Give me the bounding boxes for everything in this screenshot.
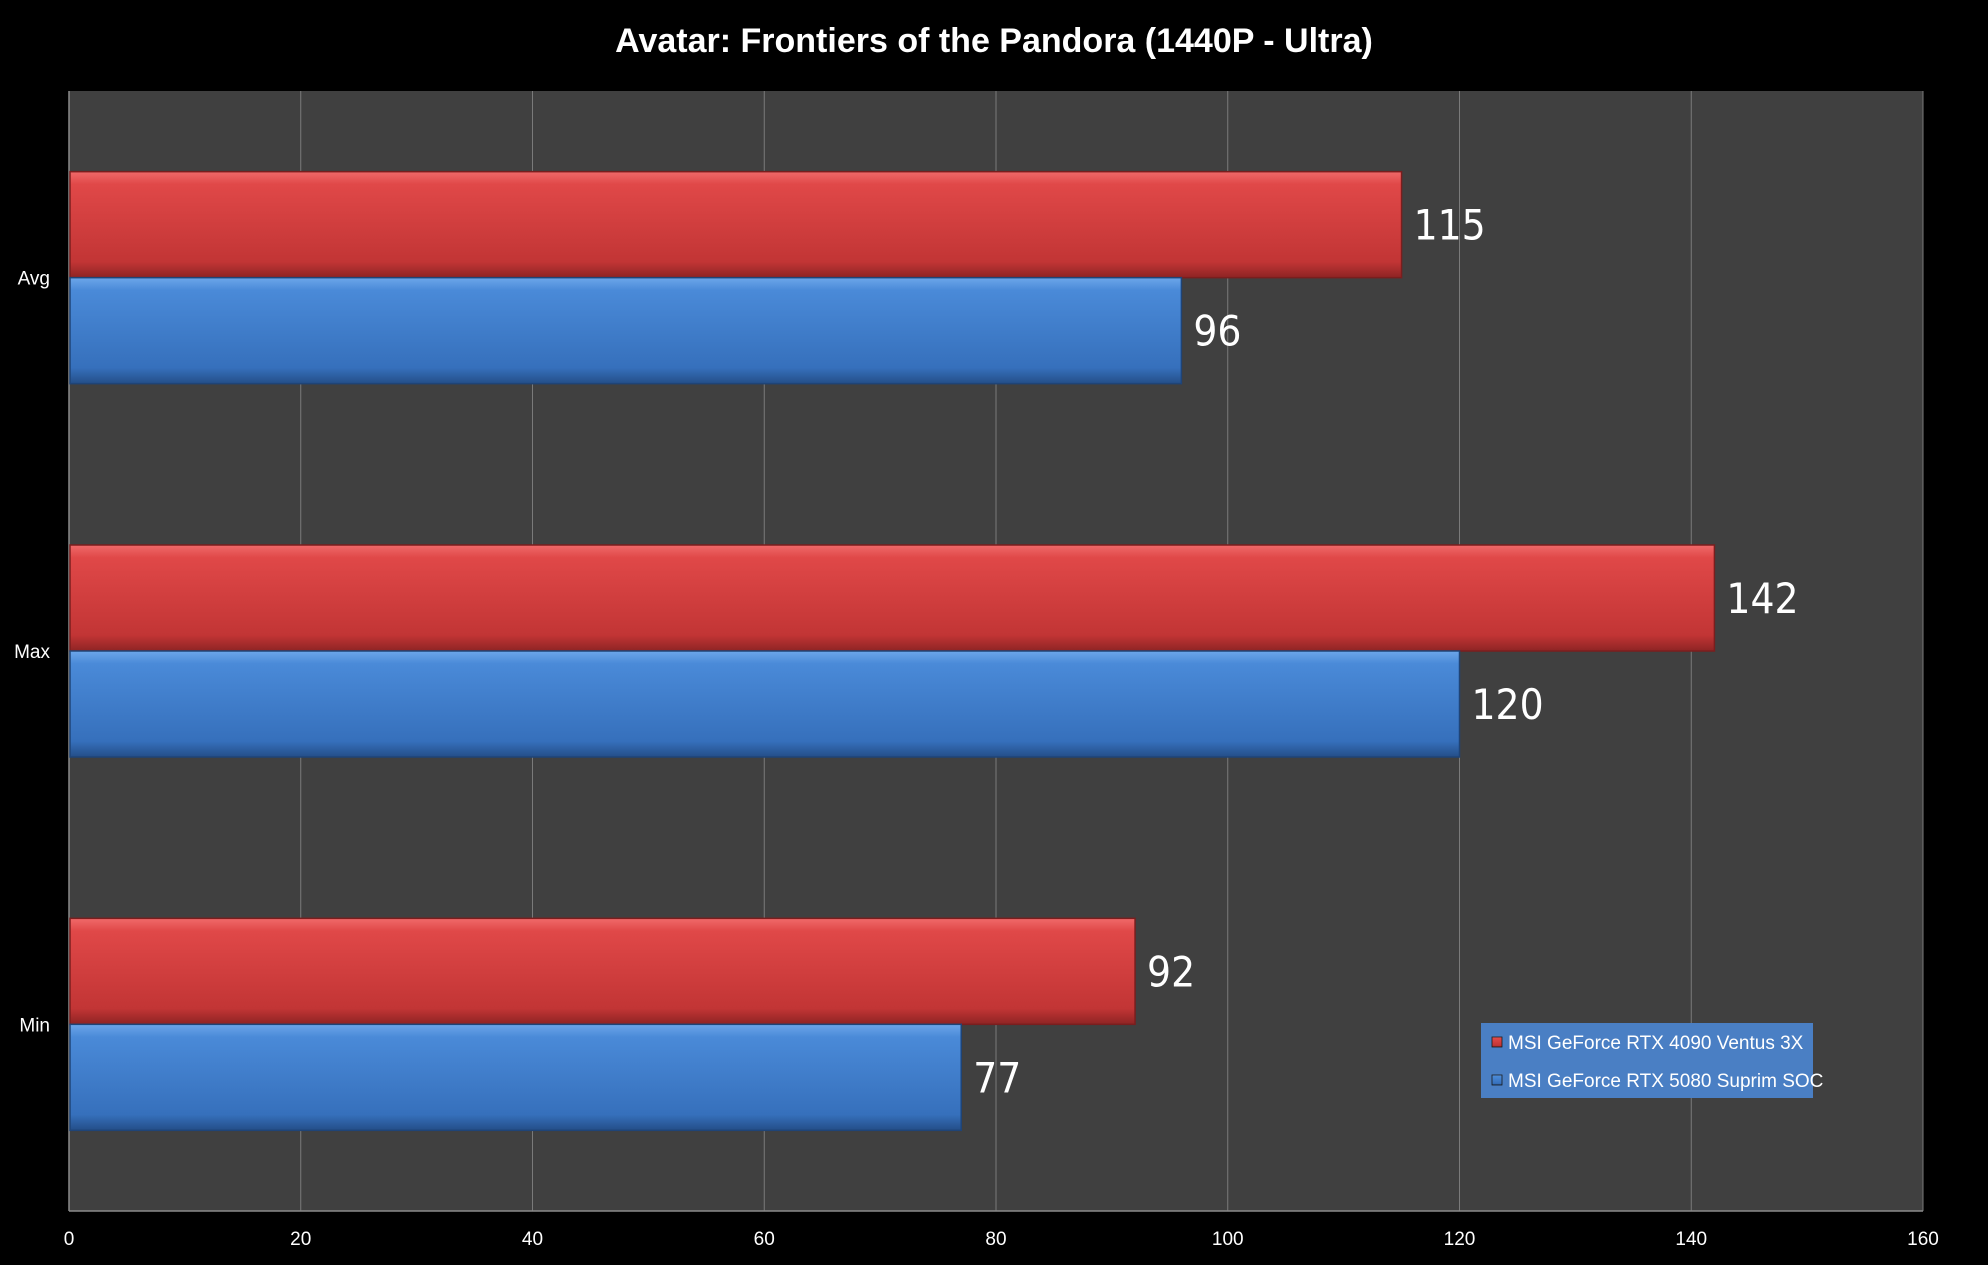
y-tick-label: Max	[14, 642, 50, 663]
x-tick-label: 0	[64, 1229, 75, 1250]
bar	[69, 1023, 962, 1132]
y-tick-label: Avg	[18, 269, 50, 290]
y-axis: Avg Max Min	[14, 269, 50, 1037]
bars: 115 96 142 120 92 77	[69, 170, 1799, 1132]
legend-label: MSI GeForce RTX 5080 Suprim SOC	[1508, 1071, 1823, 1092]
bar	[69, 170, 1403, 279]
data-label: 77	[973, 1053, 1021, 1102]
data-label: 96	[1193, 307, 1241, 356]
x-tick-label: 140	[1675, 1229, 1707, 1250]
legend-label: MSI GeForce RTX 4090 Ventus 3X	[1508, 1033, 1804, 1054]
x-tick-label: 40	[522, 1229, 543, 1250]
data-label: 92	[1147, 947, 1195, 996]
x-tick-label: 160	[1907, 1229, 1939, 1250]
legend-swatch	[1491, 1036, 1503, 1048]
legend: MSI GeForce RTX 4090 Ventus 3X MSI GeForc…	[1481, 1023, 1823, 1098]
bar	[69, 544, 1716, 652]
bar	[69, 276, 1183, 385]
x-tick-label: 80	[985, 1229, 1006, 1250]
x-tick-label: 120	[1444, 1229, 1476, 1250]
x-tick-label: 60	[754, 1229, 775, 1250]
bar	[69, 650, 1461, 758]
x-axis: 0 20 40 60 80 100 120 140 160	[64, 1229, 1939, 1250]
legend-swatch	[1491, 1074, 1503, 1086]
data-label: 142	[1726, 574, 1798, 623]
data-label: 115	[1414, 201, 1486, 250]
x-tick-label: 20	[290, 1229, 311, 1250]
legend-box	[1481, 1023, 1813, 1098]
y-tick-label: Min	[19, 1015, 50, 1036]
bar	[69, 917, 1136, 1026]
chart-title: Avatar: Frontiers of the Pandora (1440P …	[615, 22, 1373, 60]
data-label: 120	[1472, 680, 1544, 729]
x-tick-label: 100	[1212, 1229, 1244, 1250]
